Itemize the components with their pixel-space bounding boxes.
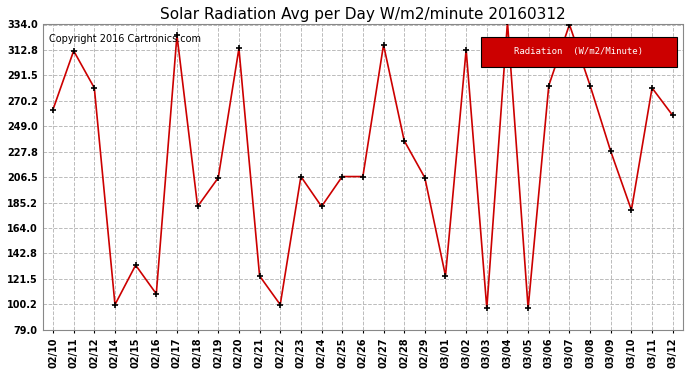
FancyBboxPatch shape [482,37,677,67]
Text: Copyright 2016 Cartronics.com: Copyright 2016 Cartronics.com [49,34,201,44]
Text: Radiation  (W/m2/Minute): Radiation (W/m2/Minute) [515,48,644,57]
Title: Solar Radiation Avg per Day W/m2/minute 20160312: Solar Radiation Avg per Day W/m2/minute … [160,7,566,22]
